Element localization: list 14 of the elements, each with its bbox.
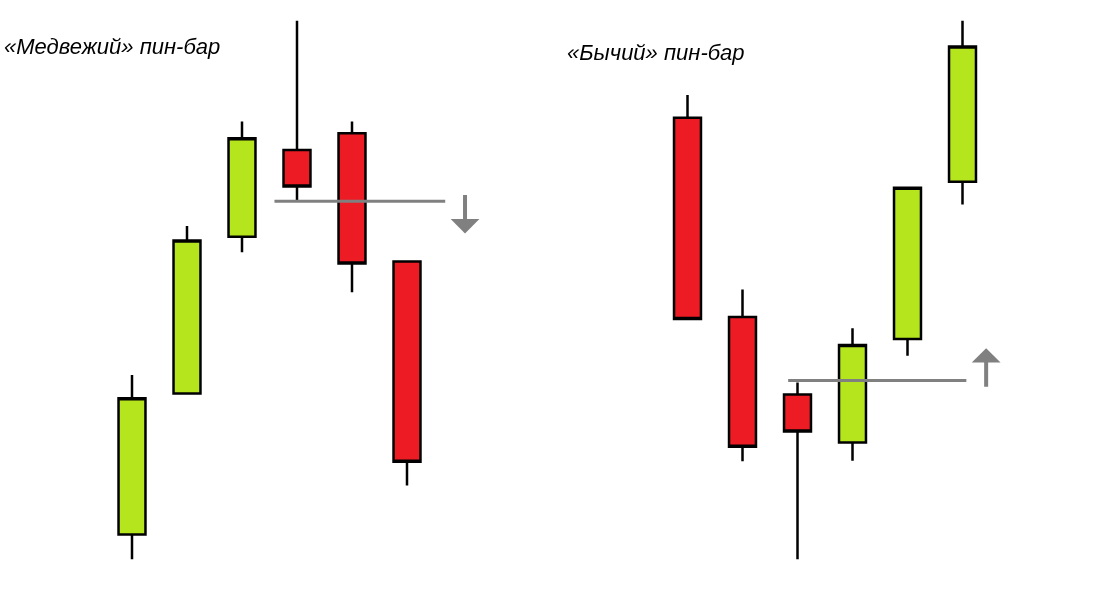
candlestick <box>117 373 147 561</box>
candlestick <box>837 326 868 462</box>
candlestick <box>282 19 312 202</box>
candlestick <box>172 224 202 395</box>
candlestick <box>392 260 422 487</box>
candlestick <box>892 186 923 357</box>
candlestick <box>337 120 367 294</box>
candlestick <box>227 120 257 254</box>
candlestick <box>782 381 813 561</box>
candlestick <box>727 288 758 463</box>
text: «Бычий» пин-бар <box>567 40 745 65</box>
text: «Медвежий» пин-бар <box>4 34 221 59</box>
candlestick <box>947 19 978 206</box>
candlestick <box>672 93 703 321</box>
